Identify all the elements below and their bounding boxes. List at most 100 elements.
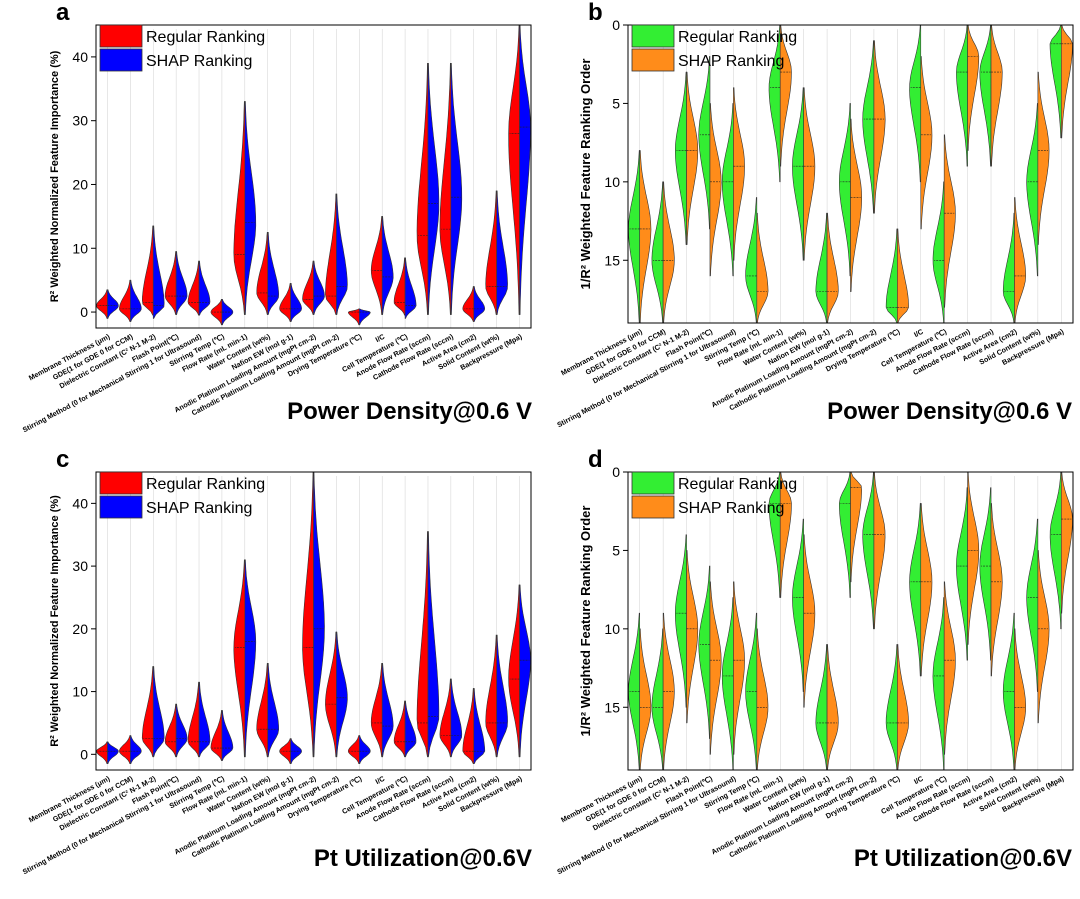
violin-shap-12 (920, 503, 933, 677)
legend: Regular Ranking SHAP Ranking (631, 24, 797, 72)
violin-shap-16 (1014, 197, 1027, 324)
violin-shap-18 (1060, 24, 1073, 139)
panel-letter: a (56, 0, 70, 26)
y-axis-label: R² Weighted Normalized Feature Importanc… (49, 50, 61, 302)
violin-shap-1 (662, 612, 675, 771)
violin-regular-6 (233, 559, 246, 758)
violin-regular-13 (932, 597, 945, 771)
panel-subtitle: Pt Utilization@0.6V (314, 845, 532, 872)
legend-swatch (99, 495, 143, 519)
violin-regular-16 (462, 688, 475, 765)
violin-regular-4 (187, 260, 200, 316)
violin-regular-14 (956, 487, 968, 661)
plot-frame (627, 471, 1074, 771)
violin-shap-1 (130, 735, 142, 765)
violin-regular-0 (628, 150, 641, 324)
violin-regular-4 (721, 597, 734, 771)
y-tick-label: 10 (72, 240, 88, 256)
violin-regular-18 (1049, 24, 1062, 139)
y-tick-label: 10 (604, 174, 620, 190)
violin-shap-10 (336, 631, 348, 758)
violin-shap-17 (496, 190, 508, 315)
violin-shap-3 (175, 703, 188, 758)
legend-label: SHAP Ranking (146, 53, 252, 70)
y-tick-label: 15 (604, 699, 620, 715)
violin-regular-15 (439, 678, 452, 758)
violin-regular-0 (96, 289, 108, 319)
legend: Regular Ranking SHAP Ranking (99, 471, 265, 519)
violin-shap-16 (1014, 628, 1027, 771)
chart-svg: 0 10 20 30 40 R² Weighted Normalized Feature … (21, 446, 532, 876)
y-tick-label: 40 (72, 49, 88, 65)
violin-shap-9 (850, 471, 863, 583)
violin-shap-8 (826, 644, 839, 771)
violin-shap-1 (130, 279, 142, 322)
violin-shap-6 (244, 101, 257, 315)
violin-shap-16 (473, 286, 486, 322)
violin-shap-13 (943, 581, 956, 755)
violin-shap-2 (152, 225, 165, 319)
violin-shap-6 (779, 471, 792, 598)
violin-regular-10 (862, 471, 875, 630)
violin-regular-4 (721, 103, 734, 277)
violin-regular-5 (745, 197, 758, 324)
violin-shap-14 (427, 62, 440, 315)
legend-label: Regular Ranking (678, 29, 797, 46)
violin-shap-0 (639, 628, 652, 771)
violin-shap-12 (381, 216, 394, 315)
violin-regular-15 (979, 487, 992, 661)
violin-regular-1 (651, 628, 664, 771)
violin-regular-7 (792, 87, 804, 261)
chart-svg: 0 10 20 30 40 R² Weighted Normalized Feature … (21, 0, 532, 434)
violin-regular-2 (674, 71, 687, 245)
violin-regular-13 (393, 700, 406, 758)
violin-regular-12 (909, 24, 922, 183)
panel-subtitle: Power Density@0.6 V (827, 398, 1072, 425)
panel-letter: c (56, 447, 69, 473)
violin-shap-15 (450, 62, 463, 315)
violin-regular-13 (393, 257, 406, 316)
y-tick-label: 20 (72, 176, 88, 192)
violin-regular-16 (462, 286, 475, 322)
legend-swatch (631, 471, 675, 495)
y-tick-label: 0 (612, 464, 620, 480)
panel-letter: b (588, 0, 603, 26)
legend-swatch (99, 24, 143, 48)
chart-svg: 0 5 10 15 1/R² Weighted Feature Ranking Orde… (555, 0, 1074, 429)
violin-shap-15 (990, 503, 1003, 677)
violin-regular-3 (164, 251, 177, 315)
violin-regular-7 (256, 231, 269, 315)
violin-shap-10 (336, 193, 348, 315)
violin-regular-18 (508, 584, 520, 758)
violin-regular-6 (233, 101, 246, 315)
violin-regular-2 (141, 666, 154, 758)
violin-shap-6 (244, 559, 257, 758)
violin-shap-8 (290, 738, 302, 765)
violin-regular-12 (370, 662, 383, 758)
violin-shap-7 (267, 662, 280, 758)
violin-shap-14 (967, 24, 980, 151)
y-axis-label: 1/R² Weighted Feature Ranking Order (578, 506, 593, 737)
violin-regular-16 (1002, 612, 1015, 771)
violin-regular-0 (628, 612, 641, 771)
plot-frame (95, 24, 532, 329)
violin-regular-18 (508, 24, 520, 315)
violin-regular-8 (279, 738, 291, 765)
violin-regular-1 (119, 735, 131, 765)
violin-regular-17 (485, 634, 497, 758)
violin-shap-17 (496, 634, 508, 758)
violin-shap-12 (920, 56, 933, 230)
violin-shap-13 (404, 257, 417, 319)
violin-shap-16 (473, 688, 486, 765)
violin-shap-8 (290, 282, 302, 322)
chart-svg: 0 5 10 15 1/R² Weighted Feature Ranking Orde… (555, 446, 1074, 876)
violin-shap-9 (313, 260, 325, 315)
violin-shap-12 (381, 662, 394, 758)
legend: Regular Ranking SHAP Ranking (99, 24, 265, 72)
violin-shap-0 (107, 741, 119, 765)
violin-shap-1 (662, 181, 675, 324)
violin-shap-14 (967, 471, 980, 645)
x-tick-label: I/C (912, 327, 924, 339)
violin-shap-11 (358, 735, 371, 765)
legend-label: SHAP Ranking (146, 500, 252, 517)
